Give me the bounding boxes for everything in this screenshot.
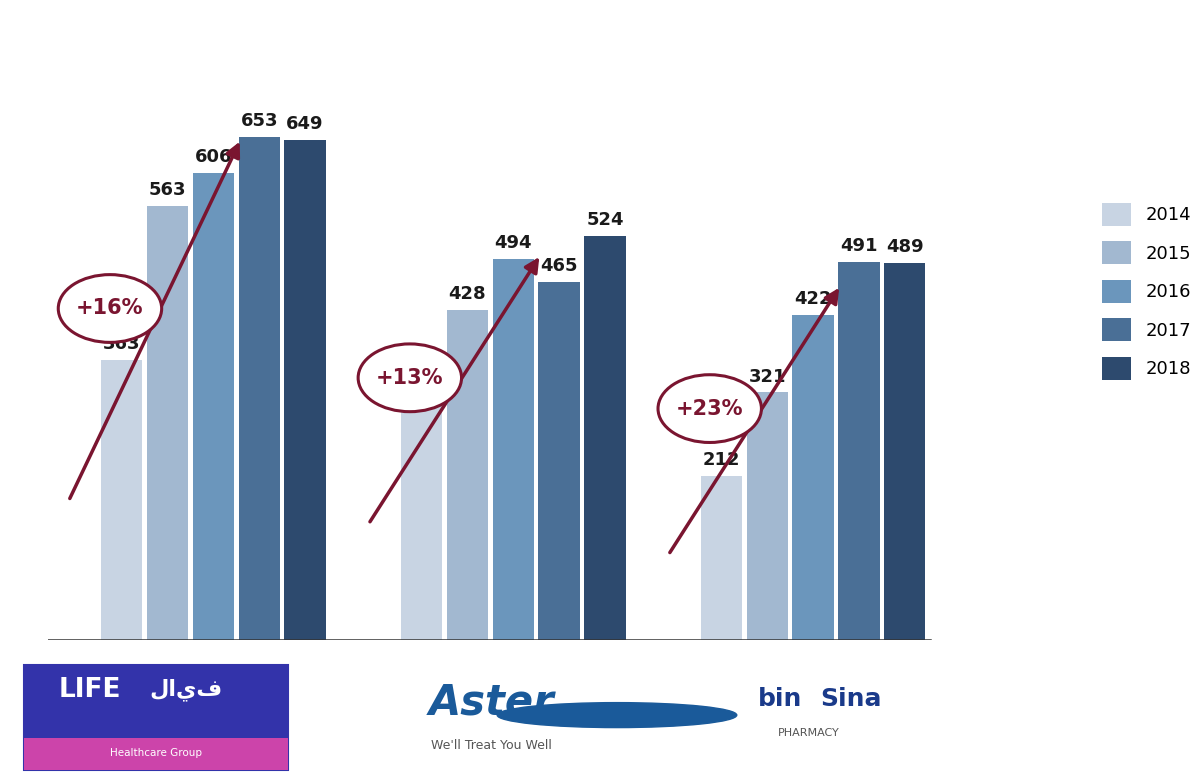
Text: 491: 491	[840, 236, 878, 254]
Text: 653: 653	[241, 112, 278, 129]
Text: 212: 212	[703, 452, 740, 470]
Bar	[238, 136, 280, 640]
Text: 563: 563	[149, 181, 186, 199]
FancyBboxPatch shape	[24, 738, 288, 770]
Bar	[585, 236, 625, 640]
Text: We'll Treat You Well: We'll Treat You Well	[431, 739, 551, 752]
FancyBboxPatch shape	[24, 665, 288, 770]
Ellipse shape	[59, 275, 162, 342]
Text: +16%: +16%	[77, 299, 144, 318]
Bar	[538, 282, 580, 640]
Bar	[401, 395, 442, 640]
Text: 321: 321	[749, 367, 786, 385]
Bar	[792, 314, 834, 640]
Text: 524: 524	[586, 211, 624, 229]
Text: bin: bin	[758, 687, 803, 711]
Text: 318: 318	[403, 370, 441, 388]
Text: Healthcare Group: Healthcare Group	[110, 747, 201, 757]
Ellipse shape	[358, 344, 461, 412]
Bar	[701, 477, 742, 640]
Text: 465: 465	[540, 257, 577, 275]
Text: Sina: Sina	[821, 687, 882, 711]
Bar	[284, 140, 326, 640]
Text: 649: 649	[286, 115, 323, 133]
Circle shape	[497, 703, 737, 728]
Text: 422: 422	[794, 289, 831, 308]
Bar	[884, 263, 926, 640]
Text: LIFE: LIFE	[59, 677, 121, 703]
Legend: 2014, 2015, 2016, 2017, 2018: 2014, 2015, 2016, 2017, 2018	[1095, 195, 1198, 387]
Text: 606: 606	[194, 148, 232, 166]
Text: 489: 489	[887, 238, 924, 256]
Text: لايف: لايف	[149, 679, 223, 701]
Text: Aster: Aster	[429, 682, 553, 724]
Bar	[447, 310, 488, 640]
Bar	[746, 392, 788, 640]
Text: 494: 494	[495, 234, 532, 252]
Bar	[147, 206, 188, 640]
Text: +23%: +23%	[676, 399, 744, 419]
Bar	[839, 261, 879, 640]
Text: 363: 363	[103, 335, 140, 353]
Bar	[492, 259, 534, 640]
Text: PHARMACY: PHARMACY	[778, 728, 840, 738]
Text: +13%: +13%	[376, 368, 443, 388]
Bar	[193, 173, 234, 640]
Text: 428: 428	[448, 285, 486, 303]
Bar	[101, 360, 143, 640]
Ellipse shape	[658, 374, 762, 442]
